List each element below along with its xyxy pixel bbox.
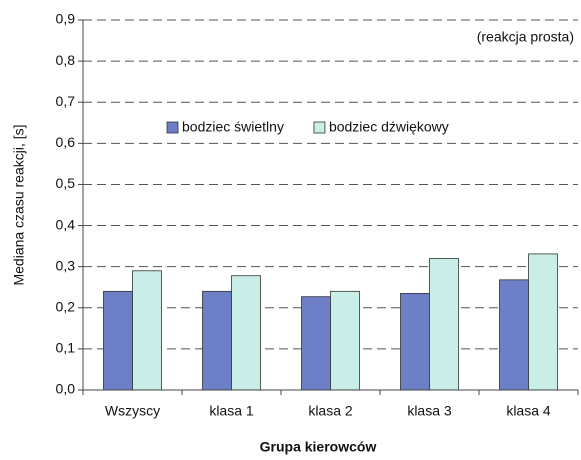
y-tick-label: 0,1 xyxy=(56,340,76,356)
y-tick-label: 0,8 xyxy=(56,52,76,68)
y-axis-label: Mediana czasu reakcji, [s] xyxy=(11,124,27,285)
y-tick-label: 0,5 xyxy=(56,175,76,191)
y-tick-label: 0,9 xyxy=(56,11,76,27)
bar xyxy=(528,253,558,391)
y-tick-label: 0,7 xyxy=(56,93,76,109)
bar xyxy=(330,290,360,391)
bar xyxy=(202,290,232,391)
x-tick-label: klasa 1 xyxy=(209,403,254,419)
y-tick-label: 0,2 xyxy=(56,298,76,314)
x-tick-label: Wszyscy xyxy=(105,403,160,419)
bar xyxy=(132,270,162,391)
bar xyxy=(301,296,331,391)
legend-label: bodziec dźwiękowy xyxy=(329,119,449,135)
y-tick-label: 0,4 xyxy=(56,216,76,232)
annotation: (reakcja prosta) xyxy=(477,29,574,45)
bar xyxy=(429,258,459,391)
bar xyxy=(499,279,529,391)
y-tick-label: 0,6 xyxy=(56,134,76,150)
x-tick-label: klasa 3 xyxy=(407,403,452,419)
bar xyxy=(231,275,261,391)
x-tick-label: klasa 2 xyxy=(308,403,353,419)
x-axis-label: Grupa kierowców xyxy=(260,439,377,455)
x-tick-label: klasa 4 xyxy=(506,403,551,419)
y-tick-label: 0,0 xyxy=(56,381,76,397)
legend-swatch xyxy=(166,121,179,134)
bar xyxy=(400,292,430,391)
legend-swatch xyxy=(313,121,326,134)
legend-label: bodziec świetlny xyxy=(182,119,284,135)
y-tick-label: 0,3 xyxy=(56,257,76,273)
bar xyxy=(103,290,133,391)
